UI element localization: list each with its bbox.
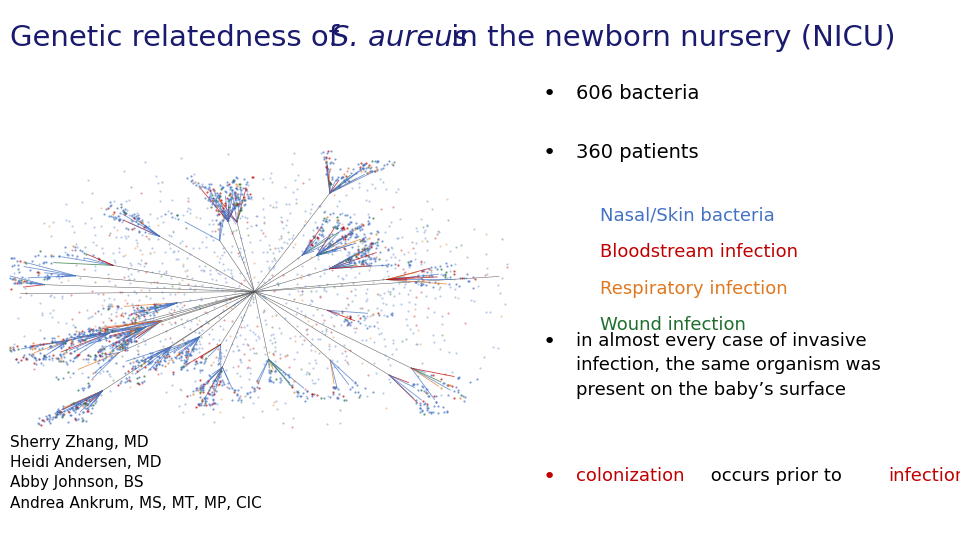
Text: Wound infection: Wound infection: [600, 316, 746, 334]
Text: •: •: [542, 332, 556, 352]
Text: colonization: colonization: [576, 467, 684, 485]
Text: infection: infection: [888, 467, 960, 485]
Text: •: •: [542, 84, 556, 104]
Text: Sherry Zhang, MD
Heidi Andersen, MD
Abby Johnson, BS
Andrea Ankrum, MS, MT, MP, : Sherry Zhang, MD Heidi Andersen, MD Abby…: [10, 435, 261, 511]
Text: Nasal/Skin bacteria: Nasal/Skin bacteria: [600, 206, 775, 224]
Text: Bloodstream infection: Bloodstream infection: [600, 243, 798, 261]
Text: •: •: [542, 467, 556, 487]
Text: 606 bacteria: 606 bacteria: [576, 84, 700, 103]
Text: Genetic relatedness of: Genetic relatedness of: [10, 24, 348, 52]
Text: 360 patients: 360 patients: [576, 143, 699, 162]
Text: in almost every case of invasive
infection, the same organism was
present on the: in almost every case of invasive infecti…: [576, 332, 881, 399]
Text: in the newborn nursery (NICU): in the newborn nursery (NICU): [442, 24, 895, 52]
Text: occurs prior to: occurs prior to: [705, 467, 848, 485]
Text: S. aureus: S. aureus: [331, 24, 468, 52]
Text: Respiratory infection: Respiratory infection: [600, 280, 787, 298]
Text: •: •: [542, 143, 556, 163]
